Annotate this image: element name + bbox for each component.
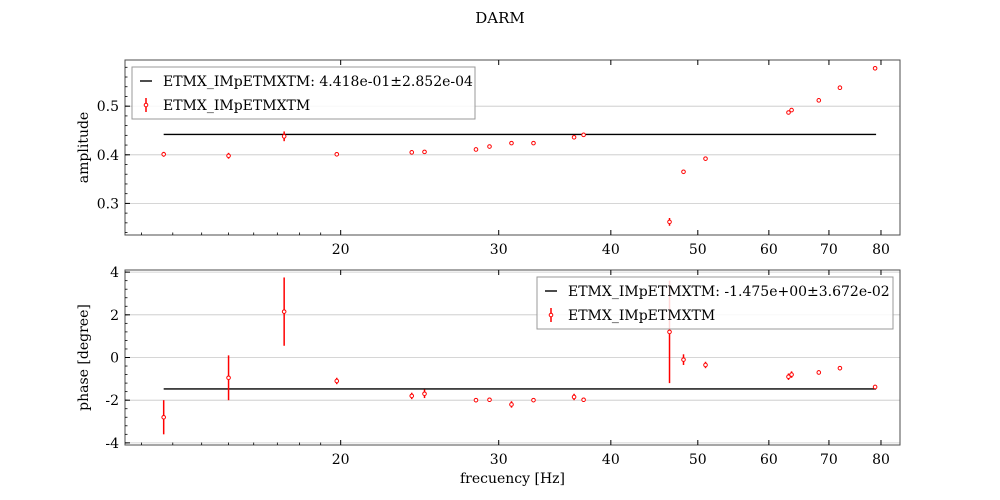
legend-series-label: ETMX_IMpETMXTM [163,98,310,114]
data-point [872,384,878,390]
data-point [334,378,340,384]
y-tick-label: 0 [110,351,119,367]
x-tick-label: 60 [760,242,778,258]
data-point [531,397,536,403]
x-tick-label: 70 [820,242,838,258]
x-tick-label: 30 [490,452,508,468]
data-point [789,107,794,113]
data-point [581,397,586,403]
data-point [667,329,672,335]
data-point [334,152,340,157]
x-tick-label: 20 [332,242,350,258]
data-point [509,402,514,407]
data-point [837,365,843,371]
data-point [161,414,166,420]
y-tick-label: -4 [105,436,119,452]
x-tick-label: 30 [490,242,508,258]
axes-frame [124,59,901,236]
data-point [571,134,577,140]
x-axis-label: frecuency [Hz] [460,471,565,487]
data-point [667,219,672,225]
x-tick-label: 20 [332,452,350,468]
data-point [786,374,791,380]
data-point [422,391,427,397]
y-tick-label: 0.3 [97,196,119,212]
data-point [509,140,514,146]
data-point [786,110,791,115]
y-tick-label: 4 [110,265,119,281]
data-point [487,144,492,149]
x-tick-label: 50 [689,452,707,468]
data-point [816,98,822,103]
phase-panel: -4 -2 0 2 4 20 30 40 50 60 70 80 phase [degree] frecu… [76,265,901,487]
data-point [703,362,708,368]
data-point [571,394,577,400]
data-point [281,134,287,139]
data-point [816,370,822,375]
data-point [872,65,878,71]
data-point [581,132,586,138]
x-tick-label: 80 [872,242,890,258]
figure-title: DARM [475,9,525,27]
data-point [226,153,231,159]
data-point [487,397,492,403]
x-tick-label: 60 [760,452,778,468]
data-point [409,393,415,399]
data-point [681,357,686,362]
legend-box [536,276,894,330]
data-point [681,169,686,175]
legend-series-marker [548,312,554,318]
data-point [226,375,231,381]
legend: ETMX_IMpETMXTM: 4.418e-01±2.852e-04 ETMX_… [131,66,476,120]
legend-series-label: ETMX_IMpETMXTM [568,308,715,324]
data-point [161,152,166,157]
y-tick-label: 0.5 [97,99,119,115]
data-point [837,85,843,91]
data-point [789,372,794,377]
data-point [703,156,708,161]
legend-fit-label: ETMX_IMpETMXTM: 4.418e-01±2.852e-04 [163,74,473,90]
x-tick-label: 70 [820,452,838,468]
legend-fit-label: ETMX_IMpETMXTM: -1.475e+00±3.672e-02 [568,284,890,300]
data-point [422,149,427,155]
data-point [473,147,479,152]
y-axis-label: amplitude [76,112,92,183]
x-tick-label: 80 [872,452,890,468]
y-tick-label: 0.4 [97,148,119,164]
legend-box [131,66,476,120]
data-point [409,150,415,155]
x-tick-label: 50 [689,242,707,258]
y-axis-label: phase [degree] [76,304,92,411]
y-tick-label: 2 [110,308,119,324]
legend: ETMX_IMpETMXTM: -1.475e+00±3.672e-02 ETMX… [536,276,894,330]
data-point [531,140,536,146]
amplitude-panel: 0.3 0.4 0.5 20 30 40 50 60 70 80 amplitude ETMX_IMp… [76,59,901,258]
y-tick-label: -2 [105,393,119,409]
data-point [281,309,287,314]
data-point [473,397,479,403]
x-tick-label: 40 [602,242,620,258]
x-tick-label: 40 [602,452,620,468]
legend-series-marker [143,102,149,108]
